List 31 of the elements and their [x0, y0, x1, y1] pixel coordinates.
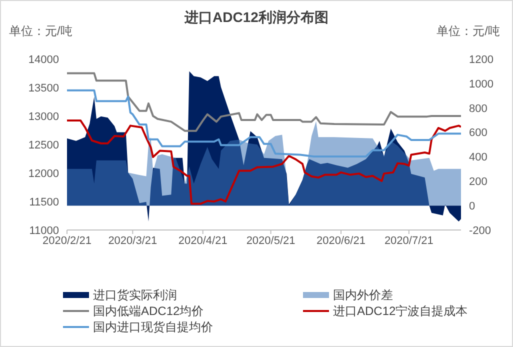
y-tick-label: 11000 [29, 224, 59, 237]
y2-tick-label: 400 [469, 152, 488, 164]
chart-title: 进口ADC12利润分布图 [184, 9, 328, 25]
x-tick-label: 2020/5/21 [246, 234, 296, 247]
y2-tick-label: 600 [469, 127, 488, 140]
y-tick-label: 13500 [28, 82, 59, 94]
x-tick-label: 2020/6/21 [316, 234, 366, 247]
y-tick-label: 12500 [28, 139, 59, 152]
line-series [67, 72, 461, 132]
y-tick-label: 11500 [29, 196, 59, 208]
legend-label: 国内低端ADC12均价 [93, 302, 204, 320]
y2-tick-label: -200 [469, 224, 492, 237]
y2-tick-label: 200 [469, 176, 488, 188]
y2-axis-title: 单位：元/吨 [436, 23, 500, 40]
legend-label: 国内外价差 [333, 286, 393, 304]
y-tick-label: 12000 [28, 168, 59, 180]
y2-tick-label: 800 [469, 102, 488, 115]
x-tick-label: 2020/2/21 [42, 234, 92, 247]
x-tick-label: 2020/7/21 [384, 234, 434, 247]
legend-label: 进口ADC12宁波自提成本 [333, 302, 468, 320]
legend-label: 进口货实际利润 [93, 286, 177, 304]
y2-tick-label: 0 [469, 200, 476, 212]
y-tick-label: 13000 [28, 110, 59, 123]
y2-tick-label: 1200 [469, 54, 494, 66]
legend-label: 国内进口现货自提均价 [93, 318, 213, 336]
line-series [67, 89, 461, 158]
y-axis-title: 单位：元/吨 [9, 23, 72, 40]
y2-tick-label: 1000 [469, 78, 494, 90]
y-tick-label: 14000 [28, 54, 59, 66]
x-tick-label: 2020/4/21 [178, 234, 228, 247]
x-tick-label: 2020/3/21 [108, 234, 158, 247]
